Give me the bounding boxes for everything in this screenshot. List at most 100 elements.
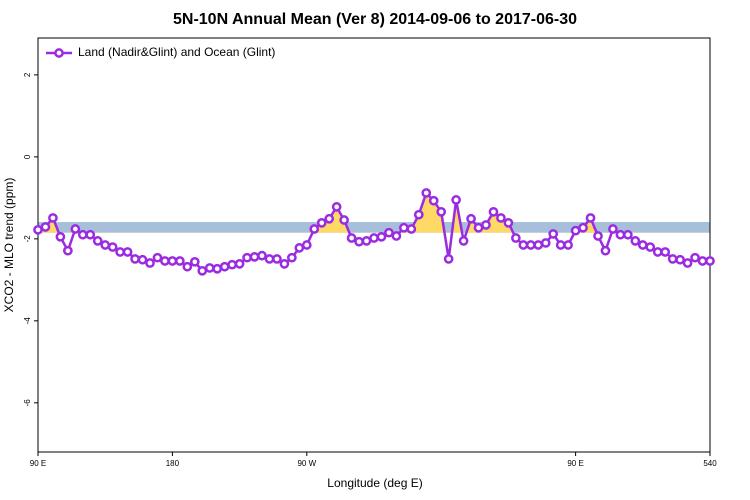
x-tick-label: 180 (166, 459, 180, 468)
data-point (197, 265, 208, 276)
data-point (130, 254, 140, 264)
data-point (361, 236, 372, 246)
x-tick-label: 90 E (30, 459, 46, 468)
y-tick-label: -2 (23, 235, 32, 243)
data-point (690, 252, 700, 263)
data-point (316, 218, 327, 228)
data-point (406, 224, 417, 234)
data-point (346, 233, 357, 243)
data-point (107, 242, 118, 252)
data-point (219, 261, 230, 272)
data-point (137, 254, 148, 265)
x-tick-label: 540 (703, 459, 717, 468)
data-point (354, 236, 364, 247)
data-point (697, 256, 708, 266)
data-point (301, 240, 312, 250)
data-point (331, 202, 342, 212)
data-point (503, 218, 514, 228)
x-tick-label: 90 W (297, 459, 316, 468)
data-point (324, 213, 335, 224)
data-point (570, 225, 581, 236)
data-point (249, 252, 260, 262)
data-point (272, 254, 282, 264)
data-point (376, 231, 387, 242)
data-point (481, 220, 491, 230)
x-axis-label: Longitude (deg E) (327, 476, 422, 490)
data-point (548, 229, 559, 239)
data-point (525, 240, 536, 250)
data-point (466, 213, 476, 224)
data-point (705, 256, 715, 266)
plot-frame (37, 37, 711, 453)
data-point (287, 252, 297, 263)
data-point (682, 258, 693, 268)
data-point (63, 245, 73, 256)
data-point (511, 233, 521, 243)
data-point (264, 254, 275, 264)
data-point (122, 247, 133, 257)
data-point (175, 256, 185, 266)
data-point (92, 236, 103, 246)
data-point (518, 240, 529, 250)
data-point (608, 224, 618, 234)
data-point (675, 254, 685, 265)
reference-band (38, 222, 710, 233)
data-point (578, 222, 588, 233)
data-point (630, 236, 641, 246)
data-point (33, 224, 43, 235)
data-point (242, 252, 252, 263)
legend-marker (54, 48, 64, 58)
data-point (160, 256, 170, 266)
data-point (77, 229, 88, 240)
data-point (212, 263, 223, 274)
data-point (384, 227, 394, 238)
data-point (652, 247, 663, 257)
data-point (413, 209, 424, 220)
data-point (660, 247, 671, 257)
data-point (369, 233, 379, 243)
y-tick-label: -4 (23, 317, 32, 325)
chart-title: 5N-10N Annual Mean (Ver 8) 2014-09-06 to… (173, 11, 577, 28)
data-point (540, 238, 551, 248)
data-point (399, 222, 409, 233)
data-point (204, 263, 215, 273)
data-point (391, 231, 402, 241)
data-point (488, 206, 499, 217)
data-point (623, 229, 633, 240)
legend-label: Land (Nadir&Glint) and Ocean (Glint) (78, 45, 275, 59)
data-point (257, 250, 267, 261)
data-point (70, 224, 81, 234)
data-point (167, 256, 178, 266)
data-point (473, 222, 484, 233)
data-point (563, 240, 573, 250)
data-point (85, 229, 96, 240)
data-point (451, 195, 461, 205)
data-point (294, 243, 305, 253)
data-point (421, 188, 432, 198)
data-point (152, 252, 163, 263)
data-point (227, 259, 237, 270)
data-point (443, 254, 454, 264)
y-tick-label: 0 (23, 154, 32, 159)
data-point (645, 242, 656, 252)
data-point (279, 259, 290, 269)
x-tick-label: 90 E (567, 459, 583, 468)
data-point (234, 259, 245, 269)
data-point (48, 213, 58, 223)
data-point (458, 236, 469, 246)
data-point (100, 240, 111, 250)
y-tick-label: 2 (23, 72, 32, 77)
data-point (115, 247, 125, 257)
data-point (667, 254, 678, 264)
data-point (40, 222, 51, 232)
data-point (145, 258, 155, 268)
data-point (182, 261, 193, 272)
data-point (555, 240, 566, 250)
data-point (496, 213, 506, 223)
data-point (428, 195, 439, 206)
data-point (55, 231, 66, 242)
data-point (615, 229, 626, 240)
data-point (600, 245, 611, 256)
